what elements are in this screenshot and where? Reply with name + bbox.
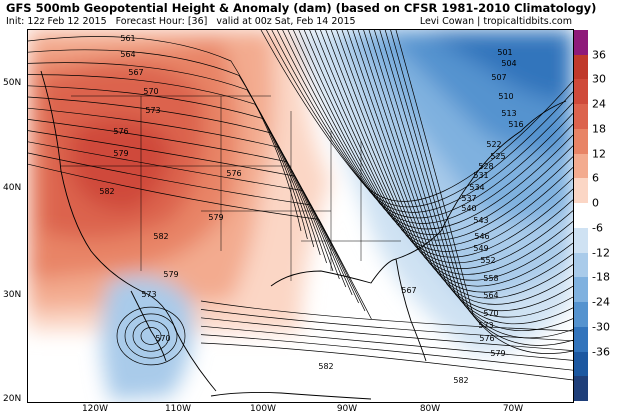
contour-label: 522	[486, 140, 501, 149]
colorbar-segment	[574, 128, 588, 155]
colorbar-segment	[574, 252, 588, 278]
contour-label: 576	[113, 127, 128, 136]
colorbar-segment	[574, 153, 588, 179]
colorbar-label: -6	[592, 221, 603, 235]
lon-label-110w: 110W	[164, 404, 192, 414]
lat-label-40n: 40N	[3, 183, 22, 193]
colorbar-segment	[574, 376, 588, 402]
run-info: Init: 12z Feb 12 2015 Forecast Hour: [36…	[6, 16, 362, 27]
valid-time: valid at 00z Sat, Feb 14 2015	[216, 16, 356, 27]
contour-label: 528	[478, 162, 493, 171]
colorbar-label: -30	[592, 320, 610, 334]
forecast-hour: Forecast Hour: [36]	[115, 16, 208, 27]
colorbar-label: -12	[592, 246, 610, 260]
colorbar-label: -18	[592, 270, 610, 284]
colorbar-segment	[574, 302, 588, 328]
anomaly-field	[28, 30, 573, 401]
contour-label: 525	[490, 152, 505, 161]
contour-label: 582	[318, 362, 333, 371]
state-borders	[61, 95, 401, 281]
colorbar-label: 0	[592, 196, 599, 210]
contour-label: 567	[128, 68, 143, 77]
contour-label: 570	[483, 309, 498, 318]
contour-label: 573	[145, 106, 160, 115]
init-time: Init: 12z Feb 12 2015	[6, 16, 107, 27]
contour-label: 537	[461, 194, 476, 203]
contour-label: 582	[453, 376, 468, 385]
contour-label: 543	[473, 216, 488, 225]
colorbar	[574, 30, 588, 402]
contour-label: 579	[163, 270, 178, 279]
contour-label: 579	[208, 213, 223, 222]
lon-label-120w: 120W	[81, 404, 109, 414]
colorbar-segment	[574, 30, 588, 56]
contour-label: 534	[469, 183, 484, 192]
colorbar-label: -36	[592, 345, 610, 359]
contour-label: 510	[498, 92, 513, 101]
lat-label-30n: 30N	[3, 290, 22, 300]
colorbar-label: -24	[592, 295, 610, 309]
contour-label: 501	[497, 48, 512, 57]
contour-label: 552	[480, 256, 495, 265]
colorbar-segment	[574, 326, 588, 353]
colorbar-label: 30	[592, 72, 606, 86]
colorbar-segment	[574, 54, 588, 80]
contour-label: 546	[474, 232, 489, 241]
lon-label-80w: 80W	[419, 404, 441, 414]
colorbar-segment	[574, 227, 588, 254]
contour-label: 576	[479, 334, 494, 343]
colorbar-segment	[574, 277, 588, 303]
contour-label: 564	[483, 291, 498, 300]
contour-label: 576	[226, 169, 241, 178]
coastlines	[40, 70, 567, 400]
lat-label-50n: 50N	[3, 78, 22, 88]
lat-label-20n: 20N	[3, 394, 22, 404]
contour-label: 540	[461, 204, 476, 213]
contour-label: 531	[473, 171, 488, 180]
colorbar-segment	[574, 178, 588, 204]
contour-label: 558	[483, 274, 498, 283]
contour-label: 516	[508, 120, 523, 129]
contour-label: 507	[491, 73, 506, 82]
contour-label: 573	[478, 321, 493, 330]
contour-label: 513	[501, 109, 516, 118]
contour-label: 564	[120, 50, 135, 59]
colorbar-label: 18	[592, 122, 606, 136]
colorbar-label: 36	[592, 48, 606, 62]
height-contours	[28, 30, 573, 381]
contour-label: 504	[501, 59, 516, 68]
lon-label-90w: 90W	[336, 404, 358, 414]
colorbar-label: 12	[592, 147, 606, 161]
colorbar-segment	[574, 203, 588, 229]
contour-label: 561	[120, 34, 135, 43]
contour-labels: 561 564 567 570 573 576 579 582 576 579 582 579 573 5…	[99, 34, 523, 385]
colorbar-segment	[574, 351, 588, 377]
contour-label: 579	[490, 349, 505, 358]
contour-label: 582	[153, 232, 168, 241]
map-title: GFS 500mb Geopotential Height & Anomaly …	[6, 1, 597, 15]
contour-label: 570	[155, 334, 170, 343]
colorbar-label: 24	[592, 97, 606, 111]
lon-label-100w: 100W	[249, 404, 277, 414]
contour-label: 582	[99, 187, 114, 196]
colorbar-segment	[574, 104, 588, 130]
contour-label: 570	[143, 87, 158, 96]
map-panel: 561 564 567 570 573 576 579 582 576 579 582 579 573 5…	[27, 29, 574, 403]
contour-label: 549	[473, 244, 488, 253]
contour-label: 567	[401, 286, 416, 295]
colorbar-label: 6	[592, 171, 599, 185]
colorbar-segment	[574, 79, 588, 105]
contour-label: 573	[141, 290, 156, 299]
contour-label: 579	[113, 149, 128, 158]
lon-label-70w: 70W	[502, 404, 524, 414]
credit: Levi Cowan | tropicaltidbits.com	[419, 16, 572, 27]
